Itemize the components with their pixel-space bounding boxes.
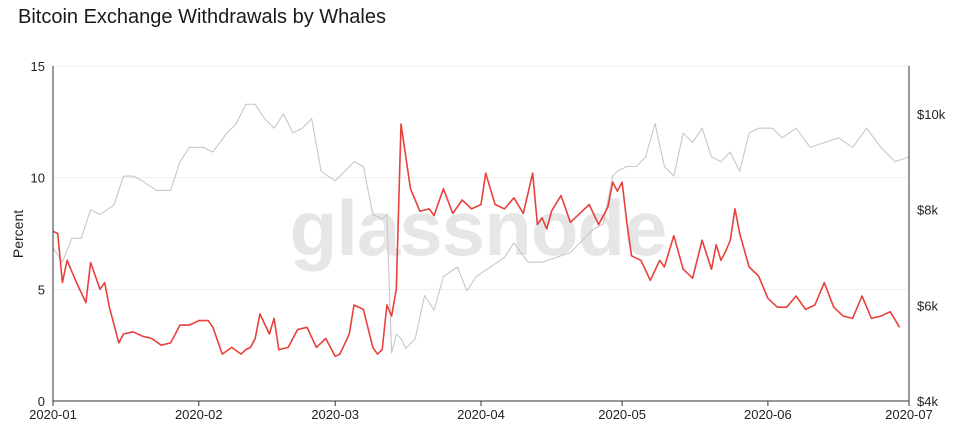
y2-tick-label: $6k <box>917 298 938 313</box>
y2-tick-label: $4k <box>917 394 938 409</box>
x-tick-label: 2020-03 <box>311 407 359 422</box>
series-layer <box>52 103 910 358</box>
y-tick-label: 10 <box>31 171 45 186</box>
y2-tick-label: $10k <box>917 107 946 122</box>
x-tick-label: 2020-01 <box>29 407 77 422</box>
y-axis-title: Percent <box>10 210 26 258</box>
y-tick-label: 5 <box>38 282 45 297</box>
y-tick-label: 0 <box>38 394 45 409</box>
y-tick-label: 15 <box>31 59 45 74</box>
chart-title: Bitcoin Exchange Withdrawals by Whales <box>18 6 386 28</box>
price-series-line <box>52 103 910 354</box>
axis-layer: 0 5 10 15 $4k $6k $8k $10k 2020-01 2020-02 2020-03… <box>29 59 946 422</box>
y2-tick-label: $8k <box>917 203 938 218</box>
x-tick-label: 2020-05 <box>598 407 646 422</box>
x-tick-label: 2020-07 <box>885 407 933 422</box>
grid-layer <box>53 65 909 290</box>
x-tick-label: 2020-04 <box>457 407 505 422</box>
x-tick-label: 2020-02 <box>175 407 223 422</box>
percent-series-line <box>52 123 901 358</box>
x-tick-label: 2020-06 <box>744 407 792 422</box>
watermark: glassnode <box>290 184 667 272</box>
